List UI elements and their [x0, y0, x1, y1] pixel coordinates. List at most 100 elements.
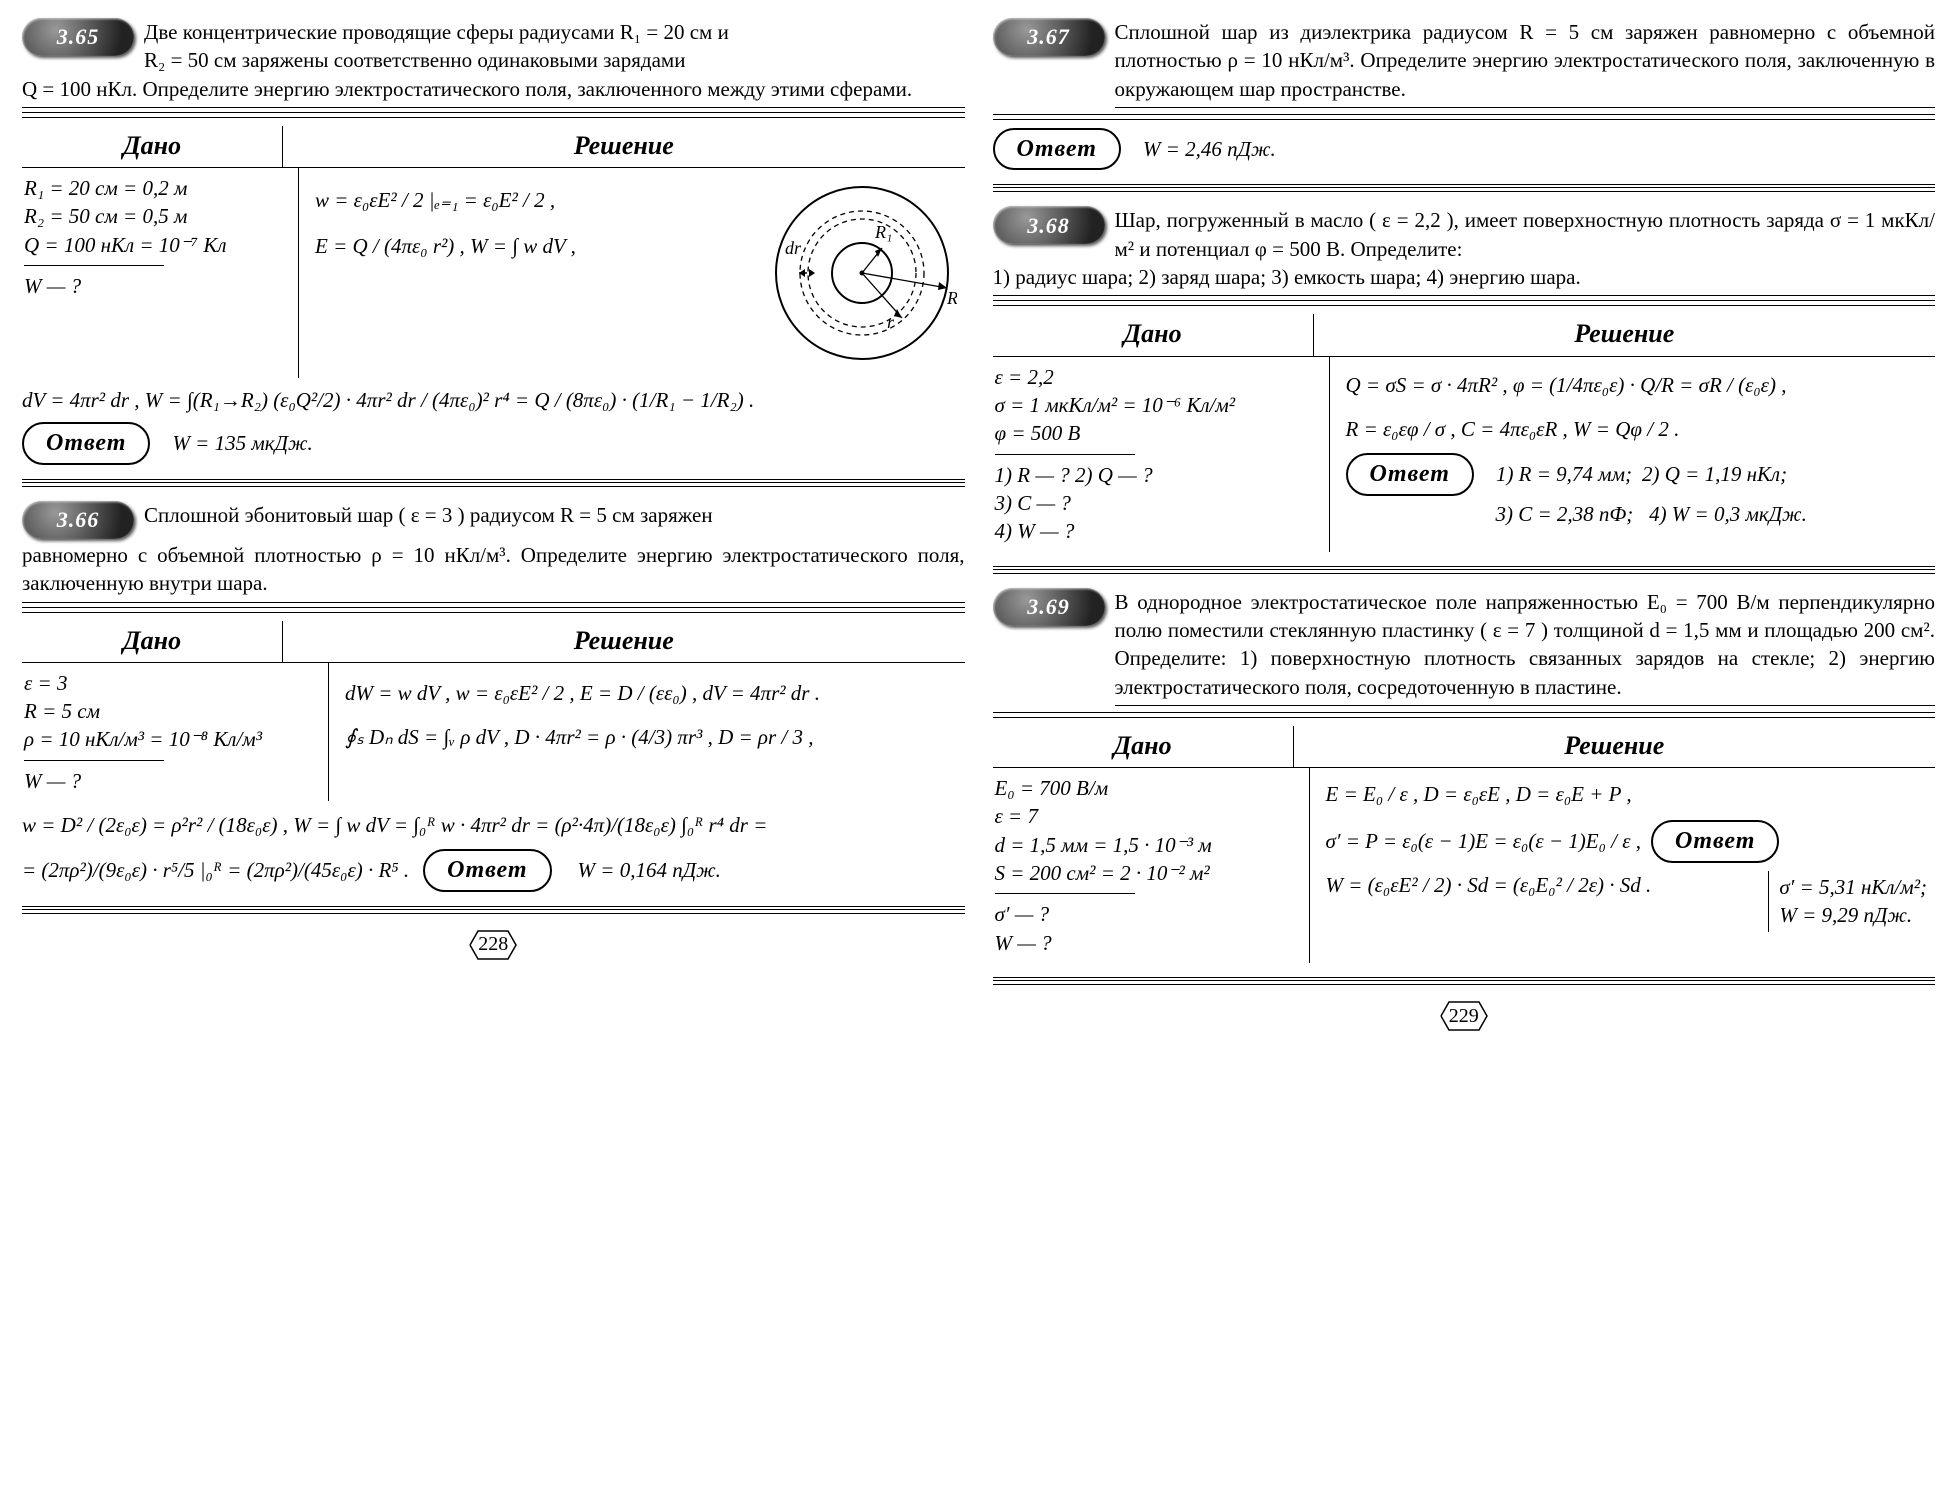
solution-header: Решение [283, 621, 965, 662]
formula: σ′ = P = ε₀(ε − 1)E = ε₀(ε − 1)E₀ / ε , [1326, 827, 1642, 855]
given-item: σ = 1 мкКл/м² = 10⁻⁶ Кл/м² [995, 391, 1315, 419]
problem-number-badge: 3.65 [22, 18, 134, 56]
answer-label: Ответ [1651, 820, 1779, 862]
find-item: W — ? [24, 272, 284, 300]
problem-text: В однородное электростатическое поле нап… [1115, 588, 1936, 706]
answer-value: σ′ = 5,31 нКл/м²; [1779, 873, 1927, 901]
formula: Q = σS = σ · 4πR² , φ = (1/4πε₀ε) · Q/R … [1346, 371, 1928, 399]
solution-block: dW = w dV , w = ε₀εE² / 2 , E = D / (εε₀… [329, 663, 965, 801]
given-header: Дано [22, 621, 283, 662]
find-item: σ′ — ? [995, 900, 1295, 928]
problem-number-badge: 3.67 [993, 18, 1105, 56]
given-item: ε = 3 [24, 669, 314, 697]
problem-number-badge: 3.66 [22, 501, 134, 539]
formula: W = (ε₀εE² / 2) · Sd = (ε₀E₀² / 2ε) · Sd… [1326, 871, 1761, 899]
text-line: Сплошной эбонитовый шар ( ε = 3 ) радиус… [144, 501, 965, 529]
table-header: Дано Решение [22, 126, 965, 168]
problem-text: Две концентрические проводящие сферы рад… [144, 18, 965, 75]
given-item: R₁ = 20 см = 0,2 м [24, 174, 284, 202]
given-item: Q = 100 нКл = 10⁻⁷ Кл [24, 231, 284, 259]
text-line: 1) радиус шара; 2) заряд шара; 3) емкост… [993, 263, 1936, 296]
given-block: ε = 3 R = 5 см ρ = 10 нКл/м³ = 10⁻⁸ Кл/м… [22, 663, 329, 801]
given-item: d = 1,5 мм = 1,5 · 10⁻³ м [995, 831, 1295, 859]
problem-368: 3.68 Шар, погруженный в масло ( ε = 2,2 … [993, 206, 1936, 551]
solution-header: Решение [1314, 314, 1936, 355]
answer-label: Ответ [22, 422, 150, 464]
solution-block: R₁ r R₂ dr w = ε₀εE² / 2 |ₑ₌₁ = ε₀E² / 2… [299, 168, 965, 378]
solution-block: E = E₀ / ε , D = ε₀εE , D = ε₀E + P , σ′… [1310, 768, 1936, 963]
svg-text:R₁: R₁ [874, 222, 892, 242]
problem-367: 3.67 Сплошной шар из диэлектрика радиусо… [993, 18, 1936, 170]
given-item: ε = 7 [995, 802, 1295, 830]
formula: w = D² / (2ε₀ε) = ρ²r² / (18ε₀ε) , W = ∫… [22, 811, 965, 839]
find-item: 3) C — ? [995, 489, 1315, 517]
given-solution-row: ε = 3 R = 5 см ρ = 10 нКл/м³ = 10⁻⁸ Кл/м… [22, 663, 965, 801]
answer-value: 2) Q = 1,19 нКл; [1642, 460, 1787, 488]
given-block: R₁ = 20 см = 0,2 м R₂ = 50 см = 0,5 м Q … [22, 168, 299, 378]
given-solution-row: ε = 2,2 σ = 1 мкКл/м² = 10⁻⁶ Кл/м² φ = 5… [993, 357, 1936, 552]
answer-value: W = 135 мкДж. [172, 429, 312, 457]
answer-value: W = 2,46 пДж. [1143, 135, 1276, 163]
text-line: R₂ = 50 см заряжены соответственно одина… [144, 46, 965, 74]
given-item: E₀ = 700 В/м [995, 774, 1295, 802]
formula: = (2πρ²)/(9ε₀ε) · r⁵/5 |₀ᴿ = (2πρ²)/(45ε… [22, 856, 409, 884]
table-header: Дано Решение [993, 314, 1936, 356]
formula: E = E₀ / ε , D = ε₀εE , D = ε₀E + P , [1326, 780, 1928, 808]
page-number-value: 228 [478, 931, 508, 958]
formula: R = ε₀εφ / σ , C = 4πε₀εR , W = Qφ / 2 . [1346, 415, 1928, 443]
given-item: φ = 500 В [995, 419, 1315, 447]
text-line: Шар, погруженный в масло ( ε = 2,2 ), им… [1115, 206, 1936, 263]
given-block: ε = 2,2 σ = 1 мкКл/м² = 10⁻⁶ Кл/м² φ = 5… [993, 357, 1330, 552]
table-header: Дано Решение [993, 726, 1936, 768]
answer-label: Ответ [1346, 453, 1474, 495]
svg-text:r: r [887, 312, 895, 332]
given-item: S = 200 см² = 2 · 10⁻² м² [995, 859, 1295, 887]
answer-value: 4) W = 0,3 мкДж. [1649, 502, 1807, 526]
text-line: Две концентрические проводящие сферы рад… [144, 18, 965, 46]
given-block: E₀ = 700 В/м ε = 7 d = 1,5 мм = 1,5 · 10… [993, 768, 1310, 963]
given-header: Дано [993, 726, 1294, 767]
problem-text: Сплошной шар из диэлектрика радиусом R =… [1115, 18, 1936, 108]
problem-number-badge: 3.69 [993, 588, 1105, 626]
given-header: Дано [22, 126, 283, 167]
given-item: ρ = 10 нКл/м³ = 10⁻⁸ Кл/м³ [24, 725, 314, 753]
formula: dV = 4πr² dr , W = ∫(R₁→R₂) (ε₀Q²/2) · 4… [22, 386, 965, 414]
answer-value: 1) R = 9,74 мм; [1496, 460, 1632, 488]
solution-header: Решение [283, 126, 965, 167]
given-header: Дано [993, 314, 1314, 355]
formula: ∮ₛ Dₙ dS = ∫ᵥ ρ dV , D · 4πr² = ρ · (4/3… [345, 723, 957, 751]
find-item: W — ? [24, 767, 314, 795]
page-right: 3.67 Сплошной шар из диэлектрика радиусо… [993, 18, 1936, 1490]
given-solution-row: R₁ = 20 см = 0,2 м R₂ = 50 см = 0,5 м Q … [22, 168, 965, 378]
problem-text: Сплошной эбонитовый шар ( ε = 3 ) радиус… [144, 501, 965, 529]
find-item: W — ? [995, 929, 1295, 957]
page-left: 3.65 Две концентрические проводящие сфер… [22, 18, 965, 1490]
problem-366: 3.66 Сплошной эбонитовый шар ( ε = 3 ) р… [22, 501, 965, 892]
text-line: равномерно с объемной плотностью ρ = 10 … [22, 541, 965, 603]
table-header: Дано Решение [22, 621, 965, 663]
text-line: Q = 100 нКл. Определите энергию электрос… [22, 75, 965, 108]
page-number: 229 [1429, 999, 1499, 1033]
answer-row: Ответ 1) R = 9,74 мм; 2) Q = 1,19 нКл; [1346, 453, 1928, 495]
answer-row: Ответ W = 135 мкДж. [22, 422, 965, 464]
given-item: R = 5 см [24, 697, 314, 725]
find-item: 1) R — ? 2) Q — ? [995, 461, 1315, 489]
find-item: 4) W — ? [995, 517, 1315, 545]
spheres-diagram: R₁ r R₂ dr [747, 178, 957, 368]
answer-label: Ответ [423, 849, 551, 891]
answer-value: W = 9,29 пДж. [1779, 901, 1927, 929]
problem-369: 3.69 В однородное электростатическое пол… [993, 588, 1936, 964]
given-item: ε = 2,2 [995, 363, 1315, 391]
svg-text:dr: dr [785, 238, 802, 258]
page-number-value: 229 [1449, 1003, 1479, 1030]
solution-header: Решение [1294, 726, 1936, 767]
answer-value: 3) C = 2,38 пФ; [1496, 502, 1634, 526]
answer-label: Ответ [993, 128, 1121, 170]
problem-text: Шар, погруженный в масло ( ε = 2,2 ), им… [1115, 206, 1936, 263]
given-solution-row: E₀ = 700 В/м ε = 7 d = 1,5 мм = 1,5 · 10… [993, 768, 1936, 963]
formula: dW = w dV , w = ε₀εE² / 2 , E = D / (εε₀… [345, 679, 957, 707]
answer-value: W = 0,164 пДж. [578, 856, 721, 884]
answer-row: Ответ W = 2,46 пДж. [993, 128, 1936, 170]
given-item: R₂ = 50 см = 0,5 м [24, 202, 284, 230]
problem-number-badge: 3.68 [993, 206, 1105, 244]
